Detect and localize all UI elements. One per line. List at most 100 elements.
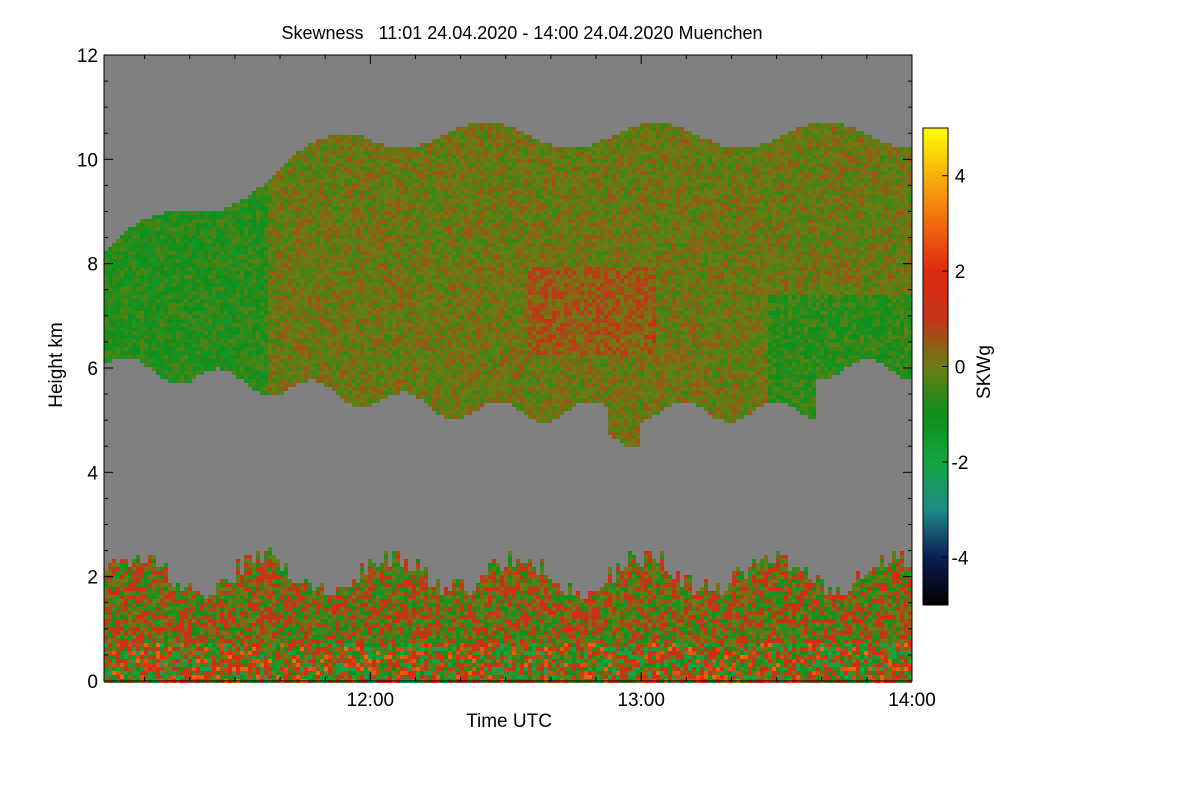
heatmap-cell <box>224 595 228 599</box>
heatmap-cell <box>284 239 288 243</box>
heatmap-cell <box>200 287 204 291</box>
heatmap-cell <box>148 347 152 351</box>
heatmap-cell <box>104 639 108 643</box>
heatmap-cell <box>332 387 336 391</box>
heatmap-cell <box>344 183 348 187</box>
heatmap-cell <box>184 587 188 591</box>
heatmap-cell <box>272 331 276 335</box>
heatmap-cell <box>320 675 324 679</box>
heatmap-cell <box>132 615 136 619</box>
heatmap-cell <box>244 355 248 359</box>
heatmap-cell <box>132 643 136 647</box>
heatmap-cell <box>296 279 300 283</box>
heatmap-cell <box>328 259 332 263</box>
heatmap-cell <box>256 231 260 235</box>
heatmap-cell <box>360 255 364 259</box>
heatmap-cell <box>148 591 152 595</box>
heatmap-cell <box>116 671 120 675</box>
heatmap-cell <box>292 667 296 671</box>
heatmap-cell <box>108 667 112 671</box>
heatmap-cell <box>224 255 228 259</box>
heatmap-cell <box>320 311 324 315</box>
heatmap-cell <box>260 303 264 307</box>
heatmap-cell <box>256 639 260 643</box>
heatmap-cell <box>344 315 348 319</box>
heatmap-cell <box>364 399 368 403</box>
heatmap-cell <box>248 363 252 367</box>
heatmap-cell <box>260 271 264 275</box>
heatmap-cell <box>324 155 328 159</box>
heatmap-cell <box>320 595 324 599</box>
heatmap-cell <box>104 315 108 319</box>
heatmap-cell <box>352 179 356 183</box>
heatmap-cell <box>224 247 228 251</box>
heatmap-cell <box>120 655 124 659</box>
heatmap-cell <box>208 219 212 223</box>
heatmap-cell <box>332 227 336 231</box>
heatmap-cell <box>344 191 348 195</box>
heatmap-cell <box>364 339 368 343</box>
heatmap-cell <box>348 595 352 599</box>
heatmap-cell <box>212 631 216 635</box>
heatmap-cell <box>332 635 336 639</box>
heatmap-cell <box>152 599 156 603</box>
heatmap-cell <box>268 375 272 379</box>
heatmap-cell <box>332 359 336 363</box>
heatmap-cell <box>112 559 116 563</box>
heatmap-cell <box>356 203 360 207</box>
heatmap-cell <box>252 303 256 307</box>
heatmap-cell <box>160 263 164 267</box>
heatmap-cell <box>348 151 352 155</box>
heatmap-cell <box>356 623 360 627</box>
heatmap-cell <box>136 659 140 663</box>
heatmap-cell <box>212 615 216 619</box>
heatmap-cell <box>312 343 316 347</box>
heatmap-cell <box>304 311 308 315</box>
heatmap-cell <box>336 343 340 347</box>
heatmap-cell <box>196 639 200 643</box>
heatmap-cell <box>284 663 288 667</box>
heatmap-cell <box>316 623 320 627</box>
heatmap-cell <box>360 223 364 227</box>
heatmap-cell <box>296 603 300 607</box>
heatmap-cell <box>336 359 340 363</box>
heatmap-cell <box>208 619 212 623</box>
heatmap-cell <box>280 351 284 355</box>
heatmap-cell <box>256 239 260 243</box>
heatmap-cell <box>276 203 280 207</box>
heatmap-cell <box>292 167 296 171</box>
heatmap-cell <box>312 207 316 211</box>
heatmap-cell <box>296 375 300 379</box>
heatmap-cell <box>352 187 356 191</box>
heatmap-cell <box>200 303 204 307</box>
heatmap-cell <box>172 287 176 291</box>
heatmap-cell <box>236 671 240 675</box>
heatmap-cell <box>248 307 252 311</box>
heatmap-cell <box>352 631 356 635</box>
heatmap-cell <box>152 655 156 659</box>
heatmap-cell <box>268 667 272 671</box>
heatmap-cell <box>172 343 176 347</box>
heatmap-cell <box>344 303 348 307</box>
heatmap-cell <box>364 355 368 359</box>
heatmap-cell <box>232 587 236 591</box>
heatmap-cell <box>336 663 340 667</box>
heatmap-cell <box>116 291 120 295</box>
heatmap-cell <box>224 591 228 595</box>
heatmap-cell <box>244 319 248 323</box>
heatmap-cell <box>304 595 308 599</box>
heatmap-cell <box>288 363 292 367</box>
heatmap-cell <box>312 659 316 663</box>
heatmap-cell <box>136 331 140 335</box>
heatmap-cell <box>212 339 216 343</box>
heatmap-cell <box>240 375 244 379</box>
heatmap-cell <box>228 655 232 659</box>
heatmap-cell <box>292 363 296 367</box>
heatmap-cell <box>288 279 292 283</box>
heatmap-cell <box>288 287 292 291</box>
heatmap-cell <box>324 207 328 211</box>
heatmap-cell <box>260 251 264 255</box>
heatmap-cell <box>316 315 320 319</box>
heatmap-cell <box>316 311 320 315</box>
heatmap-cell <box>352 219 356 223</box>
